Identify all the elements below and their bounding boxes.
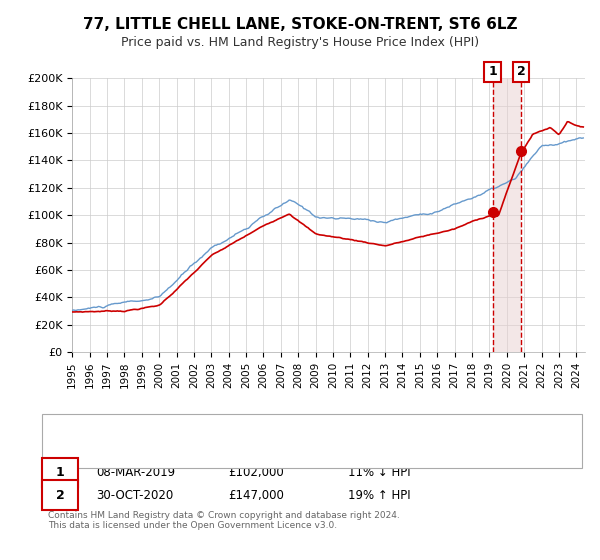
Text: Price paid vs. HM Land Registry's House Price Index (HPI): Price paid vs. HM Land Registry's House …: [121, 36, 479, 49]
Bar: [493, 78, 521, 352]
Text: 11% ↓ HPI: 11% ↓ HPI: [348, 466, 410, 479]
Text: 1: 1: [56, 466, 64, 479]
Text: 1: 1: [488, 66, 497, 78]
Text: Contains HM Land Registry data © Crown copyright and database right 2024.: Contains HM Land Registry data © Crown c…: [48, 511, 400, 520]
Text: 08-MAR-2019: 08-MAR-2019: [96, 466, 175, 479]
Text: 2: 2: [517, 66, 526, 78]
Text: 19% ↑ HPI: 19% ↑ HPI: [348, 488, 410, 502]
Text: £102,000: £102,000: [228, 466, 284, 479]
Text: 77, LITTLE CHELL LANE, STOKE-ON-TRENT, ST6 6LZ (semi-detached house): 77, LITTLE CHELL LANE, STOKE-ON-TRENT, S…: [102, 422, 493, 432]
Text: 77, LITTLE CHELL LANE, STOKE-ON-TRENT, ST6 6LZ: 77, LITTLE CHELL LANE, STOKE-ON-TRENT, S…: [83, 17, 517, 32]
Text: HPI: Average price, semi-detached house, Stoke-on-Trent: HPI: Average price, semi-detached house,…: [102, 441, 398, 451]
Text: —: —: [78, 436, 98, 455]
Text: —: —: [78, 417, 97, 436]
Text: £147,000: £147,000: [228, 488, 284, 502]
Text: This data is licensed under the Open Government Licence v3.0.: This data is licensed under the Open Gov…: [48, 521, 337, 530]
Text: 30-OCT-2020: 30-OCT-2020: [96, 488, 173, 502]
Text: 2: 2: [56, 488, 64, 502]
